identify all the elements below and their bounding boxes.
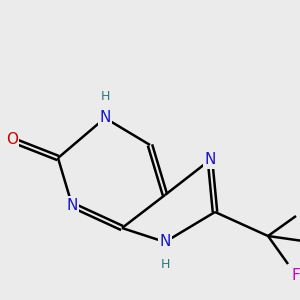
Text: N: N: [66, 197, 78, 212]
Text: N: N: [204, 152, 216, 167]
Text: H: H: [100, 89, 110, 103]
Text: N: N: [159, 235, 171, 250]
Text: H: H: [160, 257, 170, 271]
Text: O: O: [6, 133, 18, 148]
Text: F: F: [292, 268, 300, 283]
Text: N: N: [99, 110, 111, 125]
